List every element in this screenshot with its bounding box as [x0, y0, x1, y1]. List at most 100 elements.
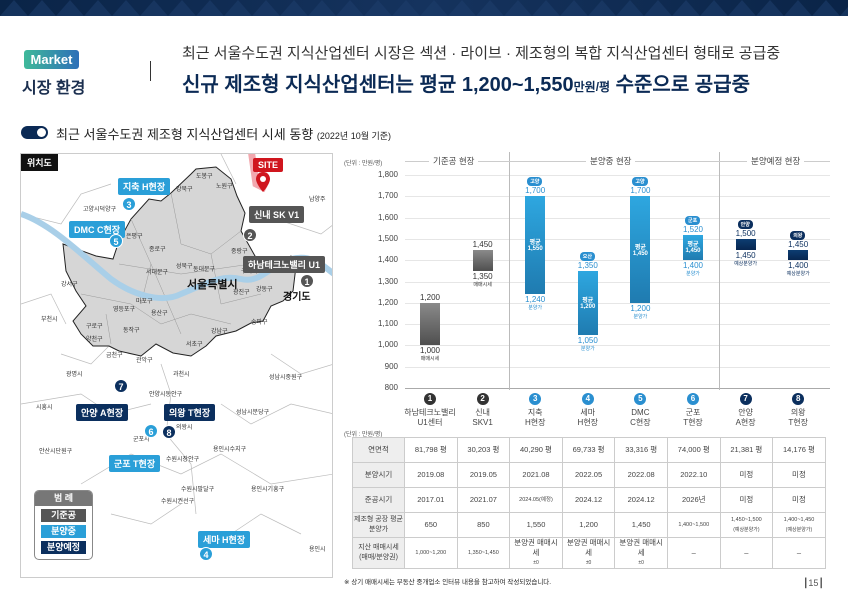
page-number-text: 15	[808, 578, 819, 588]
comparison-table: 연면적 81,798 평 30,203 평 40,290 평 69,733 평 33,31…	[352, 437, 826, 569]
cell-value: 30,203 평	[467, 445, 500, 454]
bar-sub-label: 예상분양가	[734, 260, 758, 267]
district-label: 서대문구	[146, 270, 169, 276]
gridline	[405, 345, 830, 347]
table-cell: 1,400~1,500	[666, 512, 721, 538]
table-cell: 14,176 평	[772, 437, 826, 463]
district-label: 강서구	[61, 282, 78, 288]
y-tick-label: 1,000	[377, 340, 398, 350]
district-label: 고양시덕양구	[83, 207, 117, 213]
cell-value: 2017.01	[417, 495, 445, 504]
cell-value: 21,381 평	[730, 445, 763, 454]
axis-line	[405, 388, 830, 389]
cell-value: 분양권 매매시세	[619, 538, 663, 557]
cell-value: 2019.08	[417, 470, 445, 479]
site-name-line2: U1센터	[417, 418, 443, 427]
district-label: 송파구	[251, 320, 268, 326]
site-name: 하남테크노밸리 U1센터	[404, 408, 456, 428]
cell-sub: (예상분양가)	[733, 527, 760, 533]
table-cell: –	[772, 537, 826, 569]
section-heading: 최근 서울수도권 제조형 지식산업센터 시세 동향 (2022년 10월 기준)	[56, 124, 391, 143]
bar-sub-label: 매매시세	[420, 356, 440, 363]
cell-value: 1,400~1,500	[678, 522, 710, 528]
bar-2	[472, 249, 493, 271]
table-cell: 74,000 평	[666, 437, 721, 463]
bar-average-label: 평균 1,450	[685, 242, 701, 255]
y-tick-label: 1,500	[377, 233, 398, 243]
district-label: 성남시분당구	[236, 410, 270, 416]
table-row: 연면적 81,798 평 30,203 평 40,290 평 69,733 평 33,31…	[352, 437, 826, 463]
y-tick-label: 1,300	[377, 276, 398, 286]
district-label: 용인시기흥구	[251, 487, 285, 493]
cell-sub: ±0	[638, 560, 644, 566]
district-label: 군포시	[133, 437, 150, 443]
district-label: 마포구	[136, 299, 153, 305]
cell-value: 2026년	[681, 495, 706, 504]
chart-unit-label: (단위 : 만원/평)	[344, 161, 383, 167]
gridline	[405, 196, 830, 198]
top-banner	[0, 0, 848, 16]
marker-7-icon: 7	[114, 379, 128, 393]
table-cell: 81,798 평	[404, 437, 458, 463]
site-name-line1: 세마	[580, 408, 596, 417]
district-label: 은평구	[126, 234, 143, 240]
district-label: 동대문구	[193, 267, 216, 273]
gridline	[405, 302, 830, 304]
legend-planned: 분양예정	[41, 541, 86, 554]
site-name-line1: 신내	[475, 408, 490, 417]
site-name-line1: 군포	[685, 408, 701, 417]
cell-value: 2021.07	[469, 495, 497, 504]
gridline	[405, 238, 830, 240]
cell-value: 14,176 평	[782, 445, 815, 454]
marker-2-icon: 2	[243, 228, 257, 242]
table-cell: 미정	[772, 462, 826, 488]
y-tick-label: 1,400	[377, 255, 398, 265]
cell-value: 2019.05	[469, 470, 497, 479]
district-label: 광진구	[233, 290, 250, 296]
cell-value: 40,290 평	[520, 445, 552, 454]
cell-value: 1,450~1,500	[730, 517, 762, 523]
gyeonggi-label: 경기도	[283, 292, 311, 303]
bar-low-label: 1,400	[788, 261, 809, 271]
cell-value: 1,350~1,450	[468, 550, 499, 556]
table-cell: 2024.12	[614, 487, 668, 513]
cell-value: 1,450	[631, 520, 651, 529]
cell-value: 미정	[792, 495, 806, 504]
bar-low-label: 1,200	[630, 303, 651, 313]
district-label: 용인시	[309, 547, 326, 553]
marker-4-icon: 4	[199, 547, 213, 561]
divider	[150, 61, 151, 81]
group-divider	[509, 152, 510, 390]
site-name: 지축 H현장	[509, 408, 561, 428]
footnote: ※ 상기 매매시세는 부동산 중개업소 인터뷰 내용을 참고하여 작성되었습니다…	[344, 579, 552, 586]
table-cell: 40,290 평	[509, 437, 563, 463]
site-name: 군포 T현장	[667, 408, 719, 428]
bar-7	[735, 238, 756, 250]
legend-existing: 기준공	[41, 509, 86, 522]
bar-high-label: 1,700	[630, 186, 651, 196]
cell-value: 2024.05(예정)	[519, 497, 553, 503]
district-label: 과천시	[173, 372, 190, 378]
region-tag: 안양	[737, 219, 753, 229]
gridline	[405, 324, 830, 326]
location-pin-icon	[256, 172, 270, 192]
site-number-icon: 6	[687, 393, 699, 405]
bar-low-label: 1,050	[577, 335, 598, 345]
cell-value: 2024.12	[575, 495, 603, 504]
site-number-icon: 4	[581, 393, 594, 405]
site-name: 의왕 T현장	[772, 408, 824, 428]
district-label: 수원시팔달구	[181, 487, 215, 493]
marker-label: 하남테크노밸리 U1	[243, 256, 325, 273]
bar-high-label: 1,700	[525, 186, 546, 196]
district-label: 용인시수지구	[213, 447, 247, 453]
marker-label: DMC C현장	[69, 221, 126, 238]
legend-selling: 분양중	[41, 525, 86, 538]
table-cell: 33,316 평	[614, 437, 668, 463]
cell-sub: ±0	[533, 560, 539, 566]
gridline	[405, 175, 830, 176]
title-unit: 만원/평	[573, 80, 611, 94]
table-cell: 1,400~1,450 (예상분양가)	[772, 512, 826, 538]
table-cell: 미정	[719, 462, 774, 488]
title-end: 수준으로 공급중	[610, 74, 750, 96]
y-tick-label: 1,100	[377, 319, 398, 329]
